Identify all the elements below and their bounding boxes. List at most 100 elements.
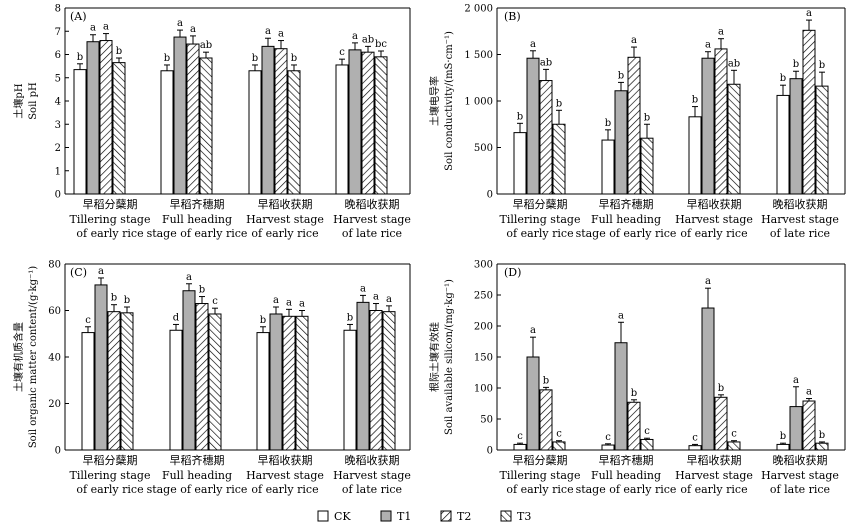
category-label-cn: 早稻齐穗期 (599, 197, 654, 211)
bar-ck (248, 70, 262, 195)
bar-t2 (802, 29, 816, 195)
significance-label: b (124, 295, 130, 306)
y-tick-label: 8 (55, 4, 61, 15)
category-label-cn: 晚稻收获期 (345, 453, 400, 467)
legend-swatch-t3 (500, 510, 512, 522)
significance-label: a (90, 23, 96, 34)
y-axis-label-en: Soil available silicon/(mg·kg⁻¹) (444, 279, 455, 435)
y-axis-label-en: Soil conductivity/(mS·cm⁻¹) (444, 31, 455, 171)
legend-swatch-ck (317, 510, 329, 522)
category-label-en: of early rice (76, 483, 143, 496)
significance-label: a (352, 31, 358, 42)
category-label-en: stage of early rice (147, 483, 248, 496)
significance-label: c (339, 47, 345, 58)
significance-label: ab (540, 57, 552, 68)
bar-ck (601, 444, 615, 451)
significance-label: a (373, 292, 379, 303)
significance-label: a (286, 297, 292, 308)
bar-t2 (361, 51, 375, 195)
y-tick-label: 40 (48, 353, 61, 364)
category-label-en: of early rice (76, 227, 143, 240)
y-tick-label: 4 (55, 97, 61, 108)
category-label-en: of early rice (251, 227, 318, 240)
bar-ck (776, 443, 790, 451)
significance-label: b (793, 59, 799, 70)
significance-label: c (517, 431, 523, 442)
bar-t3 (112, 62, 126, 195)
significance-label: a (718, 27, 724, 38)
category-label-cn: 早稻分蘖期 (83, 453, 138, 467)
bar-t3 (640, 438, 654, 451)
y-tick-label: 1 000 (464, 97, 493, 108)
significance-label: a (530, 325, 536, 336)
category-label-en: Tillering stage (500, 213, 581, 226)
significance-label: ab (362, 34, 374, 45)
significance-label: b (631, 388, 637, 399)
y-tick-label: 0 (487, 190, 493, 201)
bar-ck (169, 329, 183, 451)
significance-label: b (291, 53, 297, 64)
y-axis-label-cn: 土壤有机质含量 (12, 322, 25, 392)
legend: CK T1 T2 T3 (317, 510, 531, 523)
y-axis-label-en: Soil pH (28, 82, 39, 120)
y-tick-label: 300 (474, 260, 493, 271)
category-label-en: Tillering stage (70, 469, 151, 482)
bar-t3 (727, 441, 741, 451)
significance-label: c (85, 315, 91, 326)
category-label-en: of early rice (680, 227, 747, 240)
significance-label: b (692, 95, 698, 106)
significance-label: c (556, 429, 562, 440)
y-tick-label: 200 (474, 322, 493, 333)
category-label-cn: 早稻收获期 (258, 197, 313, 211)
significance-label: c (644, 426, 650, 437)
bar-ck (513, 443, 527, 451)
category-label-en: of early rice (251, 483, 318, 496)
bar-t3 (727, 83, 741, 195)
category-label-en: Harvest stage (675, 469, 753, 482)
bar-t1 (94, 284, 108, 451)
bar-t1 (173, 36, 187, 195)
bar-t2 (627, 56, 641, 195)
category-label-en: of late rice (770, 227, 830, 240)
significance-label: b (618, 70, 624, 81)
significance-label: a (793, 375, 799, 386)
significance-label: a (265, 26, 271, 37)
bar-t1 (701, 307, 715, 451)
bar-t1 (526, 57, 540, 195)
y-tick-label: 2 (55, 143, 61, 154)
category-label-en: stage of early rice (576, 227, 677, 240)
y-axis-label-en: Soil organic matter content/(g·kg⁻¹) (28, 266, 39, 448)
bar-t3 (815, 442, 829, 451)
bar-t2 (274, 48, 288, 195)
legend-swatch-t1 (380, 510, 392, 522)
bar-t1 (526, 356, 540, 451)
category-label-en: Harvest stage (761, 469, 839, 482)
category-label-en: Tillering stage (500, 469, 581, 482)
significance-label: b (780, 73, 786, 84)
significance-label: b (605, 118, 611, 129)
y-tick-label: 2 000 (464, 4, 493, 15)
bar-t1 (356, 301, 370, 451)
significance-label: b (164, 53, 170, 64)
category-label-en: of late rice (342, 227, 402, 240)
significance-label: b (252, 53, 258, 64)
significance-label: b (644, 112, 650, 123)
significance-label: b (517, 111, 523, 122)
category-label-en: Harvest stage (333, 213, 411, 226)
bar-t2 (99, 40, 113, 195)
bar-ck (688, 116, 702, 195)
significance-label: a (386, 294, 392, 305)
category-label-cn: 早稻分蘖期 (83, 197, 138, 211)
legend-label: T3 (517, 510, 531, 523)
chart-panel-a: 0 1 2 3 4 5 6 7 8 (A) 土壤pH Soil pH 早稻分蘖期 Tillering st… (12, 4, 411, 241)
legend-label: T2 (457, 510, 471, 523)
significance-label: c (692, 432, 698, 443)
category-label-cn: 早稻齐穗期 (170, 197, 225, 211)
y-tick-label: 20 (48, 399, 61, 410)
bar-ck (601, 139, 615, 195)
y-tick-label: 6 (55, 50, 61, 61)
significance-label: a (530, 39, 536, 50)
category-label-cn: 早稻分蘖期 (513, 197, 568, 211)
category-label-en: stage of early rice (576, 483, 677, 496)
significance-label: b (718, 383, 724, 394)
